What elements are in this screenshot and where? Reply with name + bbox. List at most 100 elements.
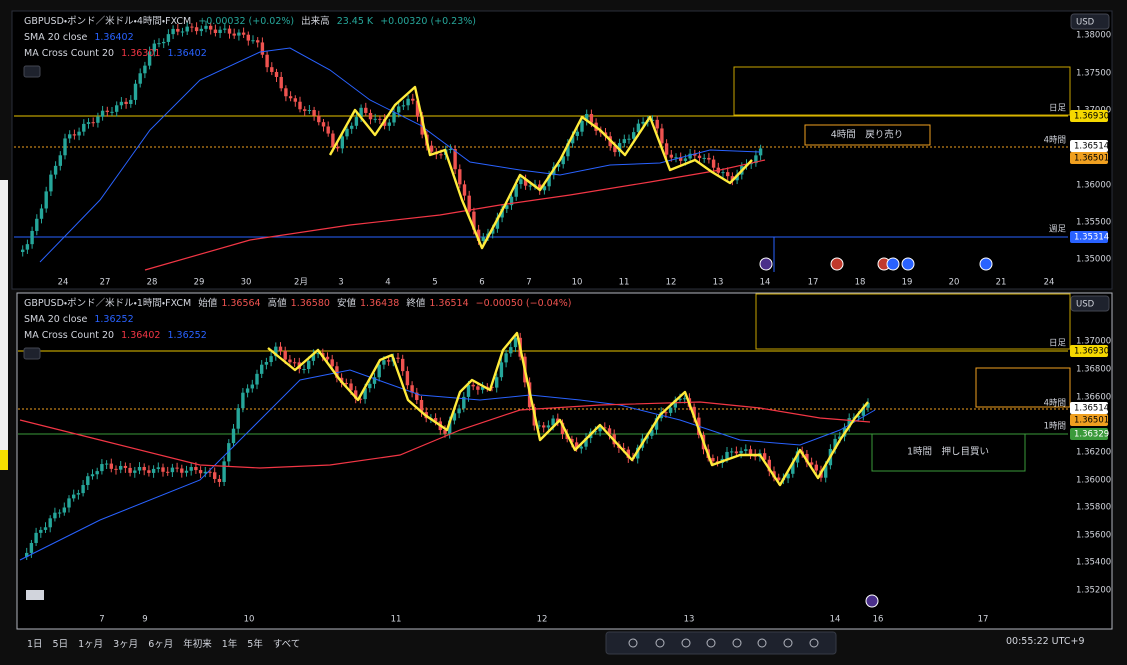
candle-body [246,34,250,41]
time-axis-label: 13 [713,278,724,288]
candle-body [283,350,287,360]
candle-body [767,459,771,472]
range-button[interactable]: すべて [272,639,301,650]
indicator: MA Cross Count 20 1.36301 1.36402 [24,47,211,61]
price-badge-label: 1.36514 [1074,142,1109,152]
candle-body [81,485,85,494]
time-axis-label: 7 [526,278,531,288]
indicator-value: 1.36252 [94,314,134,325]
price-axis-label: 1.36600 [1076,393,1111,403]
candle-body [674,157,678,159]
time-axis-label: 28 [147,278,158,288]
candle-body [777,477,781,481]
time-axis-label: 2月 [294,278,308,288]
price-badge [1070,428,1108,440]
candle-body [39,529,43,533]
candle-body [480,386,485,390]
candle-body [30,230,34,245]
candle-body [147,51,152,66]
candle-body [39,208,44,219]
range-button[interactable]: 3ヶ月 [113,639,139,650]
candle-body [748,449,753,455]
candle-body [387,122,391,126]
candle-body [354,117,359,126]
candle-body [317,115,321,123]
line-label: 4時間 [1044,399,1066,409]
price-axis-label: 1.35500 [1076,218,1111,228]
ohlc-value: 1.36438 [360,298,400,309]
candle-body [433,418,438,422]
candle-body [170,467,175,473]
candle-body [856,415,861,418]
ohlc-value: 1.36564 [221,298,261,309]
drawing-tool-icon [628,638,638,648]
range-button[interactable]: 6ヶ月 [148,639,174,650]
candle-body [142,467,146,471]
candle-body [561,156,565,165]
candle-body [209,25,213,30]
time-axis-label: 17 [978,615,989,625]
line-label: 日足 [1049,339,1067,349]
candle-body [509,196,514,206]
candle-body [232,33,236,36]
candle-body [110,111,114,113]
candle-body [411,98,415,101]
candle-body [237,32,241,36]
candle-body [302,368,306,370]
time-axis-label: 24 [58,278,69,288]
indicator-value: 1.36402 [94,32,134,43]
currency-box [1070,295,1110,312]
candle-body [335,366,339,378]
time-axis-label: 14 [830,615,841,625]
indicator-name: SMA 20 close [24,314,88,325]
candle-body [311,353,316,361]
range-button[interactable]: 5年 [247,639,263,650]
candle-body [448,149,453,151]
candle-body [593,431,598,433]
time-axis-label: 20 [949,278,960,288]
candle-body [551,418,555,426]
candle-body [368,112,373,120]
time-axis-label: 14 [760,278,771,288]
toolbar-group [605,631,837,655]
range-button[interactable]: 年初来 [183,639,212,650]
candle-body [542,186,547,191]
volume-label: 出来高 [301,16,330,27]
time-axis-label: 4 [385,278,390,288]
candle-body [467,195,471,212]
price-badge [1070,345,1108,357]
sma-line [39,47,761,263]
price-badge [1070,152,1108,164]
candle-body [231,428,236,444]
candle-body [471,384,475,387]
time-axis-label: 13 [684,615,695,625]
time-axis-label: 9 [142,615,147,625]
candle-body [452,413,457,421]
candle-body [538,184,542,191]
candle-body [476,229,481,241]
time-axis-label: 29 [194,278,205,288]
range-button[interactable]: 1日 [27,639,43,650]
candle-body [184,470,189,473]
candle-body [683,398,687,400]
candle-body [622,139,626,144]
annotation: 4時間 戻り売り [831,129,904,141]
range-button[interactable]: 1年 [221,639,238,650]
time-axis-label: 7 [99,615,104,625]
candle-body [284,88,288,97]
daily-zone [733,66,1071,116]
candle-body [25,244,30,250]
range-button[interactable]: 5日 [52,639,69,650]
candle-body [491,228,495,234]
candle-body [166,471,170,473]
range-button[interactable]: 1ヶ月 [78,639,104,650]
candle-body [175,467,179,469]
candle-body [49,174,53,192]
candle-body [95,471,99,475]
ohlc-label: 始値 [198,298,218,309]
wave-drawing [328,85,753,250]
candle-body [190,26,194,28]
candle-body [373,118,377,120]
candle-body [791,462,795,474]
candle-body [668,407,673,413]
